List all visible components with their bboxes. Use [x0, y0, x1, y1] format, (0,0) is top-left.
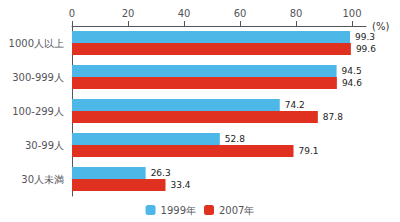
svg-text:94.6: 94.6 — [342, 78, 362, 88]
svg-text:(%): (%) — [372, 21, 389, 32]
svg-text:94.5: 94.5 — [342, 66, 362, 76]
svg-text:79.1: 79.1 — [298, 146, 318, 156]
svg-text:40: 40 — [178, 8, 191, 19]
svg-text:99.6: 99.6 — [356, 44, 376, 54]
svg-text:1000人以上: 1000人以上 — [9, 38, 64, 49]
svg-text:26.3: 26.3 — [151, 168, 171, 178]
svg-text:30人未満: 30人未満 — [21, 174, 64, 185]
svg-text:100-299人: 100-299人 — [12, 106, 64, 117]
svg-text:87.8: 87.8 — [323, 112, 343, 122]
svg-text:74.2: 74.2 — [285, 100, 305, 110]
svg-text:1999年: 1999年 — [161, 205, 196, 216]
svg-text:300-999人: 300-999人 — [12, 72, 64, 83]
svg-text:52.8: 52.8 — [225, 134, 245, 144]
svg-text:33.4: 33.4 — [171, 180, 191, 190]
svg-text:2007年: 2007年 — [219, 205, 254, 216]
svg-text:30-99人: 30-99人 — [25, 140, 64, 151]
svg-text:100: 100 — [342, 8, 361, 19]
svg-text:99.3: 99.3 — [355, 32, 375, 42]
svg-text:0: 0 — [69, 8, 75, 19]
svg-text:60: 60 — [234, 8, 247, 19]
svg-text:80: 80 — [290, 8, 303, 19]
svg-text:20: 20 — [122, 8, 135, 19]
